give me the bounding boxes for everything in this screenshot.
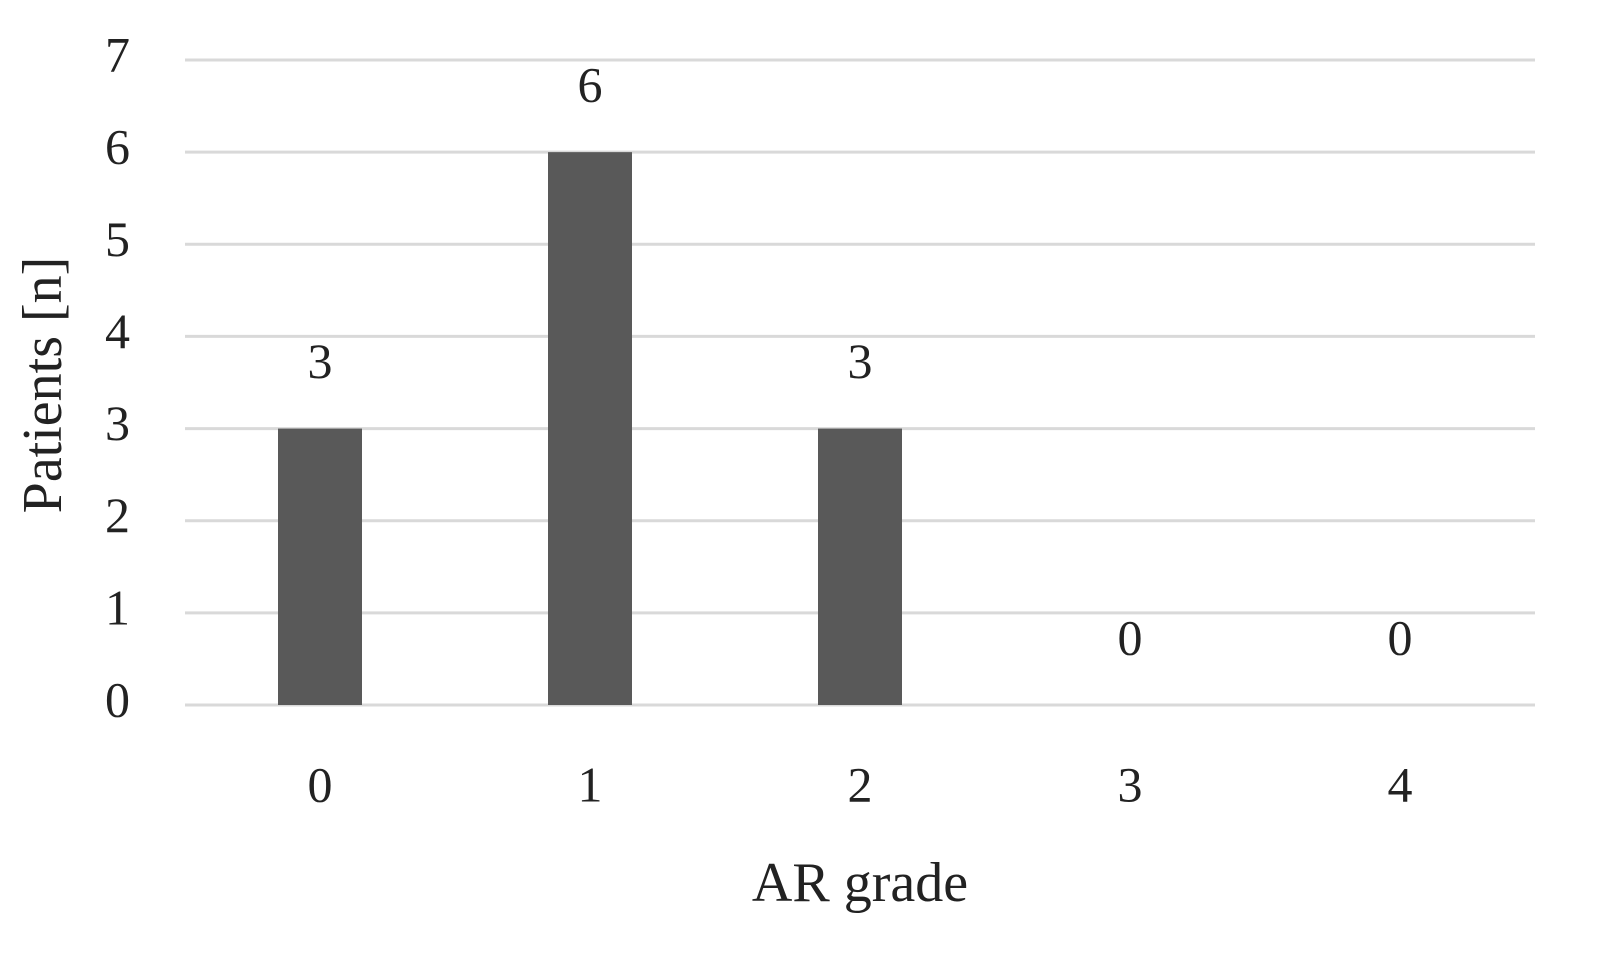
bar	[818, 428, 902, 705]
y-tick-label: 2	[105, 487, 130, 543]
data-label: 3	[308, 333, 333, 389]
y-tick-label: 5	[105, 211, 130, 267]
x-tick-label: 2	[848, 756, 873, 812]
data-label: 3	[848, 333, 873, 389]
x-tick-label: 4	[1388, 756, 1413, 812]
data-label: 0	[1118, 609, 1143, 665]
data-label: 0	[1388, 609, 1413, 665]
data-label: 6	[578, 57, 603, 113]
y-tick-label: 4	[105, 303, 130, 359]
y-tick-label: 7	[105, 26, 130, 82]
y-tick-label: 0	[105, 671, 130, 727]
x-tick-label: 1	[578, 756, 603, 812]
x-tick-label: 0	[308, 756, 333, 812]
x-axis-title: AR grade	[752, 852, 968, 914]
x-tick-label: 3	[1118, 756, 1143, 812]
bar	[278, 428, 362, 705]
y-tick-label: 6	[105, 119, 130, 175]
bar	[548, 152, 632, 706]
y-tick-label: 3	[105, 395, 130, 451]
y-tick-label: 1	[105, 579, 130, 635]
y-axis-title: Patients [n]	[12, 257, 74, 514]
